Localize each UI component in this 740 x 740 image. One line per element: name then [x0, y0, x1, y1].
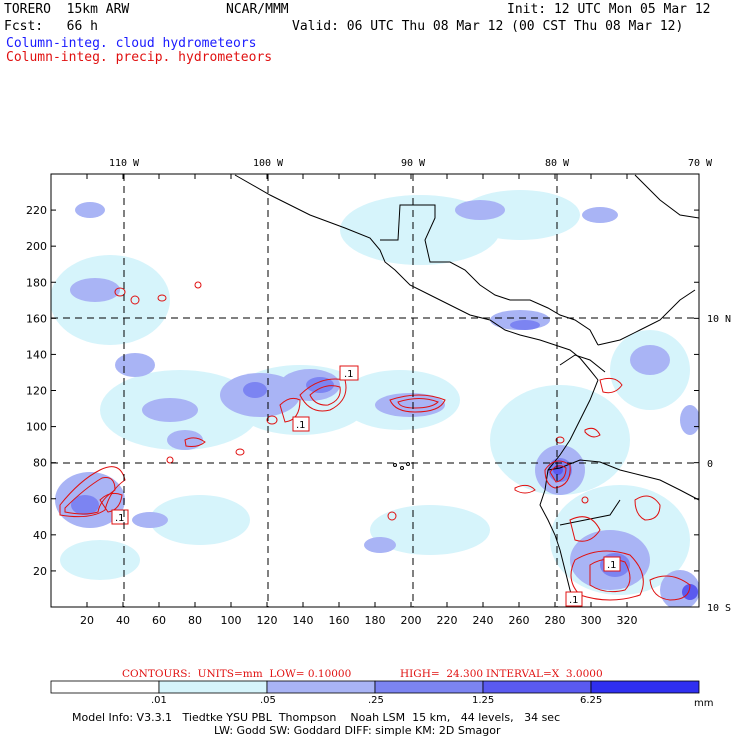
x-tick-labels: 20 40 60 80 100 120 140 160 180 200 220 240 260 280 30… [80, 614, 638, 627]
lat-label: 10 N [707, 314, 731, 325]
y-tick-label: 140 [26, 348, 47, 361]
contours-interval-note: INTERVAL=X 3.0000 [486, 668, 603, 680]
colorbar-bin [266, 680, 376, 694]
x-tick-label: 300 [581, 614, 602, 627]
cloud-shading [51, 190, 699, 607]
y-tick-label: 200 [26, 240, 47, 253]
lon-label: 90 W [401, 158, 426, 169]
x-tick-label: 160 [329, 614, 350, 627]
y-tick-labels: 220 200 180 160 140 120 100 80 60 40 20 [26, 204, 47, 578]
x-tick-label: 200 [401, 614, 422, 627]
lat-label: 0 [707, 459, 713, 470]
lon-label: 80 W [545, 158, 570, 169]
svg-text:.1: .1 [569, 595, 579, 606]
svg-text:.1: .1 [344, 369, 354, 380]
contours-high-note: HIGH= 24.300 [400, 668, 484, 680]
lon-label: 100 W [253, 158, 284, 169]
y-tick-label: 20 [33, 565, 47, 578]
organization-label: NCAR/MMM [226, 2, 289, 17]
x-tick-label: 40 [116, 614, 130, 627]
colorbar [50, 680, 700, 694]
contour-label: .1 [603, 556, 621, 572]
y-tick-label: 160 [26, 312, 47, 325]
legend-precip-hydrometeors: Column-integ. precip. hydrometeors [6, 50, 273, 65]
lat-label: 10 S [707, 603, 731, 614]
y-tick-label: 40 [33, 529, 47, 542]
colorbar-label: .05 [260, 695, 276, 706]
contour-label: .1 [111, 509, 129, 525]
model-info-line1: Model Info: V3.3.1 Tiedtke YSU PBL Thomp… [72, 711, 561, 724]
init-time: Init: 12 UTC Mon 05 Mar 12 [507, 2, 711, 17]
contour-label: .1 [339, 365, 359, 381]
contour-label: .1 [292, 416, 310, 432]
coastlines [234, 174, 699, 607]
contours-units-note: CONTOURS: UNITS=mm LOW= 0.10000 [122, 668, 352, 680]
y-tick-label: 220 [26, 204, 47, 217]
latlon-grid [51, 174, 699, 607]
colorbar-bin [482, 680, 592, 694]
y-tick-label: 60 [33, 493, 47, 506]
x-tick-label: 280 [545, 614, 566, 627]
x-tick-label: 240 [473, 614, 494, 627]
colorbar-unit: mm [694, 698, 714, 709]
svg-text:.1: .1 [607, 560, 617, 571]
colorbar-bin [590, 680, 700, 694]
colorbar-bin [158, 680, 268, 694]
x-tick-label: 100 [221, 614, 242, 627]
x-tick-label: 80 [188, 614, 202, 627]
y-tick-label: 120 [26, 385, 47, 398]
forecast-hour: Fcst: 66 h [4, 19, 98, 34]
model-info-line2: LW: Godd SW: Goddard DIFF: simple KM: 2D… [214, 724, 501, 737]
x-tick-label: 220 [437, 614, 458, 627]
x-tick-label: 180 [365, 614, 386, 627]
lon-label: 70 W [688, 158, 713, 169]
colorbar-bin [50, 680, 160, 694]
colorbar-bin [374, 680, 484, 694]
x-tick-label: 120 [257, 614, 278, 627]
colorbar-label: 6.25 [580, 695, 603, 706]
x-tick-label: 140 [293, 614, 314, 627]
y-tick-label: 180 [26, 276, 47, 289]
x-tick-label: 260 [509, 614, 530, 627]
axis-ticks [51, 174, 699, 607]
colorbar-label: .25 [368, 695, 384, 706]
y-tick-label: 100 [26, 421, 47, 434]
svg-text:.1: .1 [115, 513, 125, 524]
contour-label: .1 [565, 591, 583, 607]
valid-time: Valid: 06 UTC Thu 08 Mar 12 (00 CST Thu … [292, 19, 684, 34]
model-title: TORERO 15km ARW [4, 2, 130, 17]
x-tick-label: 60 [152, 614, 166, 627]
legend-cloud-hydrometeors: Column-integ. cloud hydrometeors [6, 36, 257, 51]
y-tick-label: 80 [33, 457, 47, 470]
x-tick-label: 320 [617, 614, 638, 627]
x-tick-label: 20 [80, 614, 94, 627]
svg-text:.1: .1 [296, 420, 306, 431]
colorbar-label: 1.25 [472, 695, 495, 706]
lon-label: 110 W [109, 158, 140, 169]
colorbar-label: .01 [151, 695, 167, 706]
